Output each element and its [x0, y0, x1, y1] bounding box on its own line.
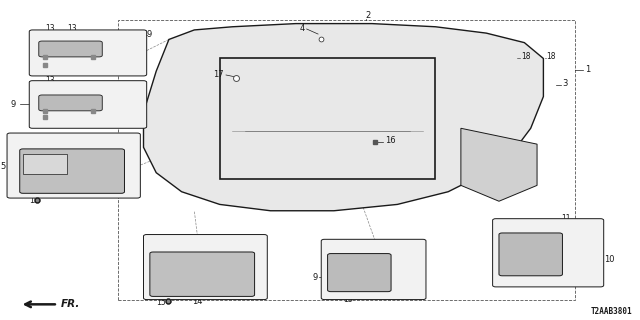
Text: 11: 11: [390, 247, 399, 257]
Text: 13: 13: [344, 295, 353, 304]
Text: 9: 9: [147, 30, 152, 39]
Text: 9: 9: [10, 100, 15, 109]
Text: 15: 15: [156, 298, 166, 307]
FancyBboxPatch shape: [143, 235, 268, 300]
Bar: [118, 20, 575, 300]
Text: 13: 13: [45, 76, 55, 84]
Text: 10: 10: [604, 255, 614, 264]
Text: 1: 1: [585, 65, 590, 74]
Text: 12: 12: [102, 89, 112, 98]
Text: 6: 6: [127, 141, 132, 150]
Text: FR.: FR.: [61, 299, 81, 309]
Text: 11: 11: [561, 214, 571, 223]
Polygon shape: [143, 24, 543, 211]
FancyBboxPatch shape: [499, 233, 563, 276]
Text: 8: 8: [127, 153, 132, 162]
FancyBboxPatch shape: [328, 253, 391, 292]
Text: T2AAB3801: T2AAB3801: [591, 307, 632, 316]
FancyBboxPatch shape: [493, 219, 604, 287]
Text: 4: 4: [300, 24, 305, 33]
Text: 11: 11: [102, 81, 112, 90]
Text: 17: 17: [214, 70, 224, 79]
Text: 7: 7: [127, 135, 132, 144]
Text: 6: 6: [253, 261, 258, 270]
Polygon shape: [461, 128, 537, 201]
Text: 12: 12: [390, 259, 399, 268]
Text: 2: 2: [365, 11, 371, 20]
FancyBboxPatch shape: [7, 133, 140, 198]
Text: 6: 6: [127, 147, 132, 156]
Text: 13: 13: [45, 24, 55, 33]
Text: 12: 12: [102, 40, 112, 49]
Text: 3: 3: [563, 79, 568, 88]
FancyBboxPatch shape: [20, 149, 124, 193]
Text: 13: 13: [67, 24, 77, 33]
Text: 13: 13: [561, 233, 571, 242]
Text: 11: 11: [102, 30, 112, 39]
Text: 13: 13: [561, 220, 571, 229]
Text: 7: 7: [253, 255, 258, 264]
FancyBboxPatch shape: [39, 41, 102, 57]
FancyBboxPatch shape: [321, 239, 426, 300]
FancyBboxPatch shape: [150, 252, 255, 296]
Text: 14: 14: [192, 297, 203, 306]
FancyBboxPatch shape: [29, 81, 147, 128]
Bar: [23, 154, 67, 174]
Text: 18: 18: [547, 52, 556, 61]
Text: 13: 13: [381, 265, 391, 274]
FancyBboxPatch shape: [39, 95, 102, 111]
Text: 6: 6: [253, 266, 258, 275]
Text: 8: 8: [253, 271, 258, 280]
Text: 18: 18: [521, 52, 531, 61]
Text: 12: 12: [561, 227, 571, 236]
Bar: [220, 59, 435, 179]
FancyBboxPatch shape: [29, 30, 147, 76]
Text: 5: 5: [1, 162, 6, 171]
Text: 16: 16: [385, 136, 396, 146]
Text: 15: 15: [29, 196, 39, 205]
Text: 9: 9: [313, 273, 318, 282]
